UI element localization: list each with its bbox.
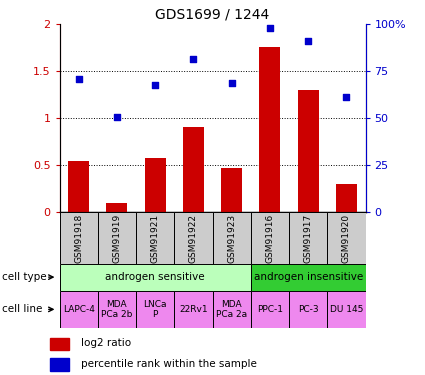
FancyBboxPatch shape bbox=[60, 264, 251, 291]
Text: PC-3: PC-3 bbox=[298, 305, 318, 314]
Text: GSM91920: GSM91920 bbox=[342, 214, 351, 262]
Text: DU 145: DU 145 bbox=[330, 305, 363, 314]
Bar bbox=[106, 203, 128, 212]
Text: LAPC-4: LAPC-4 bbox=[63, 305, 94, 314]
FancyBboxPatch shape bbox=[212, 212, 251, 264]
Text: GSM91921: GSM91921 bbox=[150, 214, 160, 262]
Text: 22Rv1: 22Rv1 bbox=[179, 305, 208, 314]
Text: GSM91922: GSM91922 bbox=[189, 214, 198, 262]
Text: cell type: cell type bbox=[2, 272, 47, 282]
Bar bbox=[50, 338, 69, 350]
Text: PPC-1: PPC-1 bbox=[257, 305, 283, 314]
Point bbox=[343, 94, 350, 100]
Text: GSM91923: GSM91923 bbox=[227, 214, 236, 262]
Text: MDA
PCa 2b: MDA PCa 2b bbox=[101, 300, 133, 319]
Text: percentile rank within the sample: percentile rank within the sample bbox=[81, 359, 257, 369]
FancyBboxPatch shape bbox=[327, 291, 366, 328]
FancyBboxPatch shape bbox=[289, 212, 327, 264]
FancyBboxPatch shape bbox=[136, 212, 174, 264]
FancyBboxPatch shape bbox=[289, 291, 327, 328]
FancyBboxPatch shape bbox=[251, 212, 289, 264]
FancyBboxPatch shape bbox=[251, 291, 289, 328]
Bar bbox=[144, 158, 166, 212]
Point bbox=[75, 76, 82, 82]
FancyBboxPatch shape bbox=[174, 291, 212, 328]
Bar bbox=[50, 358, 69, 370]
Point bbox=[190, 56, 197, 62]
Point bbox=[266, 25, 273, 31]
Bar bbox=[336, 184, 357, 212]
Bar bbox=[259, 47, 280, 212]
FancyBboxPatch shape bbox=[136, 291, 174, 328]
Text: androgen sensitive: androgen sensitive bbox=[105, 273, 205, 282]
Text: log2 ratio: log2 ratio bbox=[81, 339, 131, 348]
Text: GSM91919: GSM91919 bbox=[112, 213, 122, 263]
FancyBboxPatch shape bbox=[174, 212, 212, 264]
Title: GDS1699 / 1244: GDS1699 / 1244 bbox=[156, 8, 269, 22]
FancyBboxPatch shape bbox=[327, 212, 366, 264]
FancyBboxPatch shape bbox=[212, 291, 251, 328]
FancyBboxPatch shape bbox=[60, 291, 98, 328]
FancyBboxPatch shape bbox=[98, 212, 136, 264]
Text: GSM91916: GSM91916 bbox=[265, 213, 275, 263]
Bar bbox=[68, 161, 89, 212]
Bar bbox=[298, 90, 319, 212]
Point bbox=[113, 114, 120, 120]
Text: androgen insensitive: androgen insensitive bbox=[253, 273, 363, 282]
Text: cell line: cell line bbox=[2, 304, 42, 314]
FancyBboxPatch shape bbox=[98, 291, 136, 328]
Text: GSM91918: GSM91918 bbox=[74, 213, 83, 263]
Point bbox=[305, 38, 312, 44]
Point bbox=[152, 82, 159, 88]
FancyBboxPatch shape bbox=[251, 264, 366, 291]
Bar bbox=[183, 127, 204, 212]
Bar bbox=[221, 168, 242, 212]
Text: LNCa
P: LNCa P bbox=[143, 300, 167, 319]
FancyBboxPatch shape bbox=[60, 212, 98, 264]
Point bbox=[228, 81, 235, 87]
Text: MDA
PCa 2a: MDA PCa 2a bbox=[216, 300, 247, 319]
Text: GSM91917: GSM91917 bbox=[303, 213, 313, 263]
